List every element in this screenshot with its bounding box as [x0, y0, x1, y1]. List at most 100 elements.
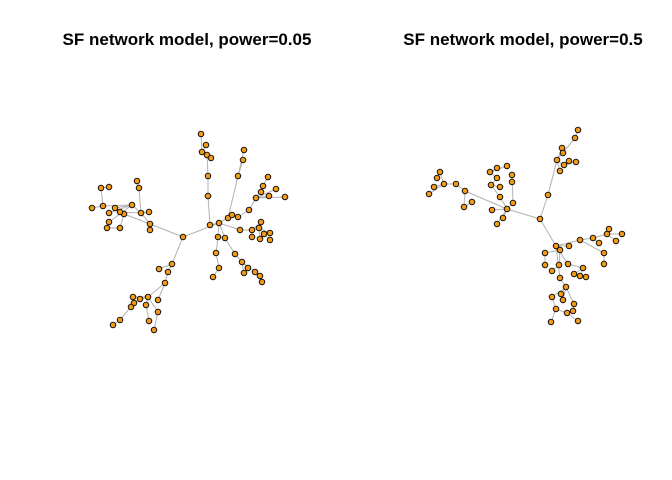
net2-node	[562, 283, 570, 291]
net2-node	[430, 183, 438, 191]
net2-node	[589, 234, 597, 242]
net1-node	[266, 229, 274, 237]
net1-node	[116, 208, 124, 216]
net1-node	[259, 182, 267, 190]
net1-node	[154, 308, 162, 316]
net2-node	[569, 307, 577, 315]
net2-node	[576, 272, 584, 280]
net1-node	[168, 260, 176, 268]
net1-edge	[171, 236, 184, 265]
net2-node	[487, 181, 495, 189]
net1-node	[135, 184, 143, 192]
net2-edge	[506, 208, 541, 220]
net2-node	[563, 309, 571, 317]
net2-node	[461, 187, 469, 195]
net2-node	[556, 246, 564, 254]
net1-node	[144, 293, 152, 301]
net1-node	[234, 172, 242, 180]
net1-edge	[182, 222, 220, 238]
net1-node	[155, 265, 163, 273]
net1-node	[215, 264, 223, 272]
net1-node	[257, 188, 265, 196]
net1-node	[266, 236, 274, 244]
net2-node	[582, 273, 590, 281]
net2-node	[544, 191, 552, 199]
net2-node	[436, 168, 444, 176]
net1-edge	[227, 175, 239, 219]
net2-node	[486, 168, 494, 176]
net1-node	[97, 184, 105, 192]
net2-node	[503, 162, 511, 170]
net1-node	[239, 156, 247, 164]
net2-node	[572, 158, 580, 166]
net2-node	[560, 161, 568, 169]
net2-node	[570, 270, 578, 278]
net2-node	[547, 318, 555, 326]
net2-edge	[539, 218, 557, 247]
net1-node	[221, 234, 229, 242]
net2-node	[618, 230, 626, 238]
net2-node	[508, 171, 516, 179]
net1-node	[236, 226, 244, 234]
net1-node	[105, 218, 113, 226]
net1-node	[136, 295, 144, 303]
net1-node	[257, 218, 265, 226]
net2-node	[565, 157, 573, 165]
net1-node	[197, 130, 205, 138]
net2-node	[595, 239, 603, 247]
net2-node	[496, 193, 504, 201]
net1-node	[234, 213, 242, 221]
net1-node	[244, 264, 252, 272]
net1-node	[204, 192, 212, 200]
net1-node	[103, 224, 111, 232]
net1-node	[265, 192, 273, 200]
net2-node	[605, 225, 613, 233]
net2-node	[452, 180, 460, 188]
net1-node	[146, 226, 154, 234]
net2-node	[440, 180, 448, 188]
net1-node	[142, 301, 150, 309]
net2-node	[552, 242, 560, 250]
net2-node	[496, 183, 504, 191]
net1-node	[245, 206, 253, 214]
net1-edge	[147, 282, 166, 298]
net2-edge	[547, 159, 558, 196]
net1-edge	[207, 195, 211, 226]
net1-node	[206, 221, 214, 229]
net2-node	[559, 296, 567, 304]
net1-edge	[206, 154, 209, 177]
net2-node	[574, 317, 582, 325]
net2-node	[556, 167, 564, 175]
net1-node	[240, 146, 248, 154]
net1-node	[207, 154, 215, 162]
net2-node	[509, 199, 517, 207]
net2-node	[576, 236, 584, 244]
net2-node	[612, 237, 620, 245]
net1-node	[128, 201, 136, 209]
net1-node	[256, 272, 264, 280]
net1-node	[145, 317, 153, 325]
net1-node	[161, 279, 169, 287]
net2-node	[536, 215, 544, 223]
net2-node	[556, 274, 564, 282]
net1-edge	[218, 222, 241, 231]
net1-node	[231, 250, 239, 258]
net2-node	[574, 126, 582, 134]
net1-node	[248, 226, 256, 234]
net1-edge	[123, 213, 151, 225]
net1-node	[255, 224, 263, 232]
plot-title-power-0-5: SF network model, power=0.5	[403, 30, 643, 49]
net2-edge	[556, 137, 576, 161]
net2-node	[433, 174, 441, 182]
net1-node	[238, 258, 246, 266]
net1-node	[179, 233, 187, 241]
net2-node	[559, 149, 567, 157]
net2-node	[508, 178, 516, 186]
net2-node	[425, 190, 433, 198]
net2-node	[552, 305, 560, 313]
net2-edge	[579, 239, 605, 254]
net1-edge	[138, 187, 142, 214]
plot-title-power-0-05: SF network model, power=0.05	[62, 30, 312, 49]
net1-node	[146, 220, 154, 228]
net2-node	[579, 264, 587, 272]
